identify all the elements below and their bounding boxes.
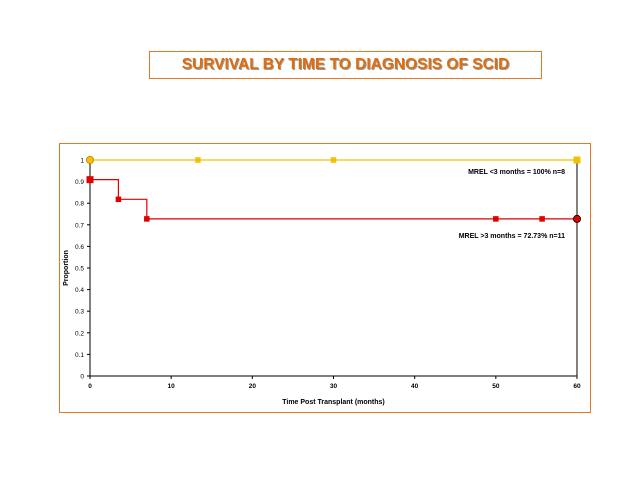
y-tick-label: 0.2 <box>75 330 84 337</box>
data-point <box>539 216 545 222</box>
x-tick-label: 30 <box>330 383 338 390</box>
y-tick-label: 0.7 <box>75 222 84 229</box>
y-tick-label: 0.4 <box>75 287 84 294</box>
chart-title: SURVIVAL BY TIME TO DIAGNOSIS OF SCID <box>181 56 510 73</box>
series-label-2: MREL >3 months = 72.73% n=11 <box>459 233 565 240</box>
y-tick-label: 0.1 <box>75 352 84 359</box>
chart-title-box: SURVIVAL BY TIME TO DIAGNOSIS OF SCID <box>149 51 542 79</box>
data-point <box>86 155 95 164</box>
y-tick-label: 0.8 <box>75 201 84 208</box>
data-point <box>493 216 499 222</box>
data-point <box>144 216 150 222</box>
y-tick-label: 0.5 <box>75 266 84 273</box>
y-tick-label: 0.6 <box>75 244 84 251</box>
data-point <box>115 196 122 203</box>
x-tick-label: 60 <box>573 383 581 390</box>
x-tick-label: 0 <box>88 383 92 390</box>
y-axis-label: Proportion <box>63 250 70 286</box>
x-tick-label: 20 <box>249 383 257 390</box>
x-tick-label: 40 <box>411 383 419 390</box>
x-tick-label: 10 <box>168 383 176 390</box>
y-tick-label: 0.3 <box>75 309 84 316</box>
data-point <box>195 157 201 163</box>
y-tick-label: 1 <box>80 158 84 165</box>
x-axis-label: Time Post Transplant (months) <box>282 399 385 406</box>
chart-frame <box>59 143 591 413</box>
data-point <box>573 156 581 164</box>
data-point <box>330 157 337 163</box>
y-tick-label: 0 <box>80 374 84 381</box>
data-point <box>86 176 94 184</box>
y-tick-label: 0.9 <box>75 179 84 186</box>
data-point <box>573 214 582 223</box>
series-label-1: MREL <3 months = 100% n=8 <box>468 169 565 176</box>
series-line-2 <box>90 179 577 220</box>
x-tick-label: 50 <box>492 383 500 390</box>
